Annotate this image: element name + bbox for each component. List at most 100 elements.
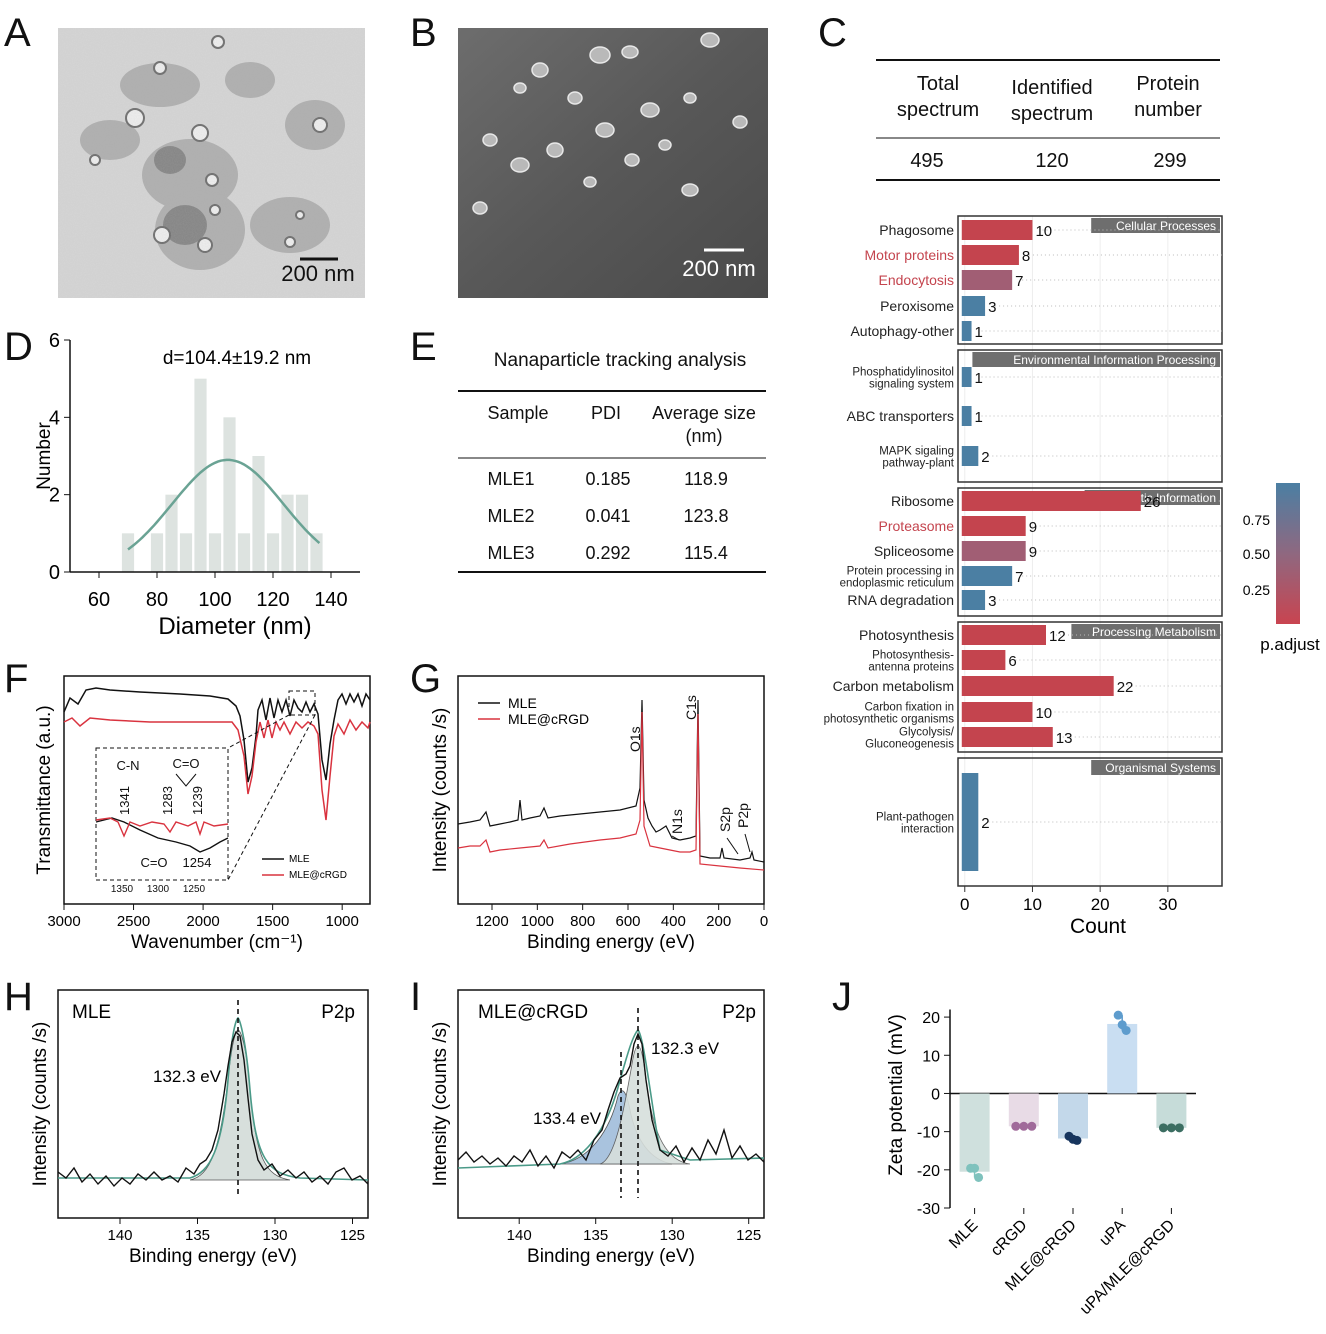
panel-c-table: Total spectrum Identified spectrum Prote… <box>876 59 1220 181</box>
y-tick-label: 6 <box>49 330 60 352</box>
kegg-bar <box>961 220 1033 240</box>
data-point <box>970 1163 980 1173</box>
x-tick-label: 10 <box>1023 895 1042 914</box>
colorbar <box>1276 483 1300 624</box>
panel-letter-e: E <box>410 325 437 369</box>
panel-h-peak-label: 132.3 eV <box>153 1067 222 1086</box>
panel-letter-g: G <box>410 657 441 701</box>
x-axis-label: Count <box>1070 915 1126 938</box>
panel-letter-b: B <box>410 11 437 55</box>
inset-1239-label: 1239 <box>190 786 205 815</box>
panel-f-legend-mle: MLE <box>289 854 310 865</box>
inset-tick-1250: 1250 <box>183 884 206 895</box>
kegg-row-label: pathway-plant <box>882 458 954 470</box>
panel-e-header-size-1: Average size <box>652 403 756 423</box>
panel-e-header-size-2: (nm) <box>686 426 723 446</box>
x-axis-label: Wavenumber (cm⁻¹) <box>131 932 303 953</box>
x-tick-label: 400 <box>661 913 686 930</box>
kegg-bar-value: 12 <box>1049 628 1066 645</box>
group-title: Cellular Processes <box>1116 219 1216 233</box>
panel-e-header-sample: Sample <box>487 403 548 423</box>
panel-h-baseline <box>58 1016 369 1181</box>
x-tick-label: 130 <box>660 1227 685 1244</box>
data-point <box>1011 1121 1021 1131</box>
panel-i-sample: MLE@cRGD <box>478 1002 588 1023</box>
kegg-row-label: photosynthetic organisms <box>824 714 955 726</box>
kegg-bar <box>961 566 1013 586</box>
inset-1254-label: 1254 <box>183 855 212 870</box>
panel-h-region: P2p <box>321 1002 355 1023</box>
panel-letter-d: D <box>4 325 33 369</box>
histogram-bar <box>310 533 323 572</box>
histogram-bar <box>165 494 178 572</box>
kegg-row-label: Gluconeogenesis <box>865 739 954 751</box>
kegg-row-label: MAPK sigaling <box>879 446 954 458</box>
panel-letter-c: C <box>818 11 847 55</box>
table-header-3a: Protein <box>1136 73 1199 95</box>
histogram-bar <box>223 417 236 572</box>
panel-letters: A B C D E F G H I J <box>4 11 852 1019</box>
panel-d-annotation: d=104.4±19.2 nm <box>163 348 311 369</box>
kegg-row-label: Phagosome <box>879 222 954 238</box>
panel-f-legend-mle-crgd: MLE@cRGD <box>289 870 347 881</box>
xps-mle-curve <box>457 699 765 863</box>
kegg-bar-value: 3 <box>988 593 996 610</box>
colorbar-tick-label: 0.50 <box>1243 546 1270 562</box>
y-axis-label: Number <box>34 422 55 490</box>
panel-a-tem-image: 200 nm <box>58 28 365 298</box>
histogram-bar <box>150 533 164 572</box>
data-point <box>1166 1123 1176 1133</box>
kegg-row-label: ABC transporters <box>847 408 954 424</box>
data-point <box>1174 1123 1184 1133</box>
panel-g-axes: 1200 1000 800 600 400 200 0 Binding energy (eV)… <box>430 708 768 953</box>
table-value-1: 495 <box>910 150 943 172</box>
kegg-bar-value: 3 <box>988 299 996 316</box>
zeta-bar <box>1008 1093 1039 1127</box>
kegg-row-label: Plant-pathogen <box>876 812 954 824</box>
panel-h-peak-fill <box>189 1029 291 1181</box>
group-title: Processing Metabolism <box>1092 625 1216 639</box>
table-value-2: 120 <box>1035 150 1068 172</box>
kegg-bar <box>961 541 1026 561</box>
panel-e-row3-size: 115.4 <box>684 543 728 563</box>
x-axis-label: Binding energy (eV) <box>527 1246 695 1267</box>
x-tick-label: 125 <box>340 1227 365 1244</box>
x-tick-label: 3000 <box>47 913 80 930</box>
kegg-bar <box>961 296 986 316</box>
y-tick-label: -20 <box>917 1163 940 1180</box>
inset-cn-label: C-N <box>116 758 139 773</box>
kegg-row-label: Carbon fixation in <box>865 702 955 714</box>
peak-p2p-label: P2p <box>735 803 751 828</box>
group-box <box>957 215 1223 345</box>
group-title-bg <box>1091 760 1220 775</box>
x-tick-label: 1500 <box>256 913 289 930</box>
x-tick-label: 600 <box>615 913 640 930</box>
group-box <box>957 621 1223 753</box>
panel-letter-i: I <box>410 975 421 1019</box>
panel-g-xps-survey: MLE MLE@cRGD O1s C1s N1s S2p P2p 1200 100… <box>430 675 768 953</box>
panel-i-peak-fill-1 <box>599 1045 691 1165</box>
panel-h-sample: MLE <box>72 1002 111 1023</box>
panel-i-region: P2p <box>722 1002 756 1023</box>
panel-f-legend: MLE MLE@cRGD <box>262 854 347 881</box>
peak-o1s-label: O1s <box>627 726 643 752</box>
x-tick-label: 20 <box>1091 895 1110 914</box>
table-header-2b: spectrum <box>1011 103 1093 125</box>
panel-e-row1-size: 118.9 <box>684 469 728 489</box>
panel-e-row1-pdi: 0.185 <box>585 469 630 489</box>
y-axis-label: Transmittance (a.u.) <box>34 705 55 874</box>
y-axis-label: Intensity (counts /s) <box>430 1022 451 1187</box>
kegg-bar <box>961 321 972 341</box>
kegg-row-label: interaction <box>901 824 954 836</box>
ftir-mle-curve <box>63 687 371 783</box>
panel-i-peak-label-2: 133.4 eV <box>533 1109 602 1128</box>
peak-s2p-label: S2p <box>717 807 733 832</box>
x-tick-label: 125 <box>736 1227 761 1244</box>
panel-letter-j: J <box>832 975 852 1019</box>
x-tick-label: 800 <box>570 913 595 930</box>
panel-i-peak-label-1: 132.3 eV <box>651 1039 720 1058</box>
xps-mle-crgd-curve <box>457 711 765 871</box>
kegg-bar-value: 9 <box>1029 519 1037 536</box>
kegg-bar-value: 2 <box>981 815 989 832</box>
